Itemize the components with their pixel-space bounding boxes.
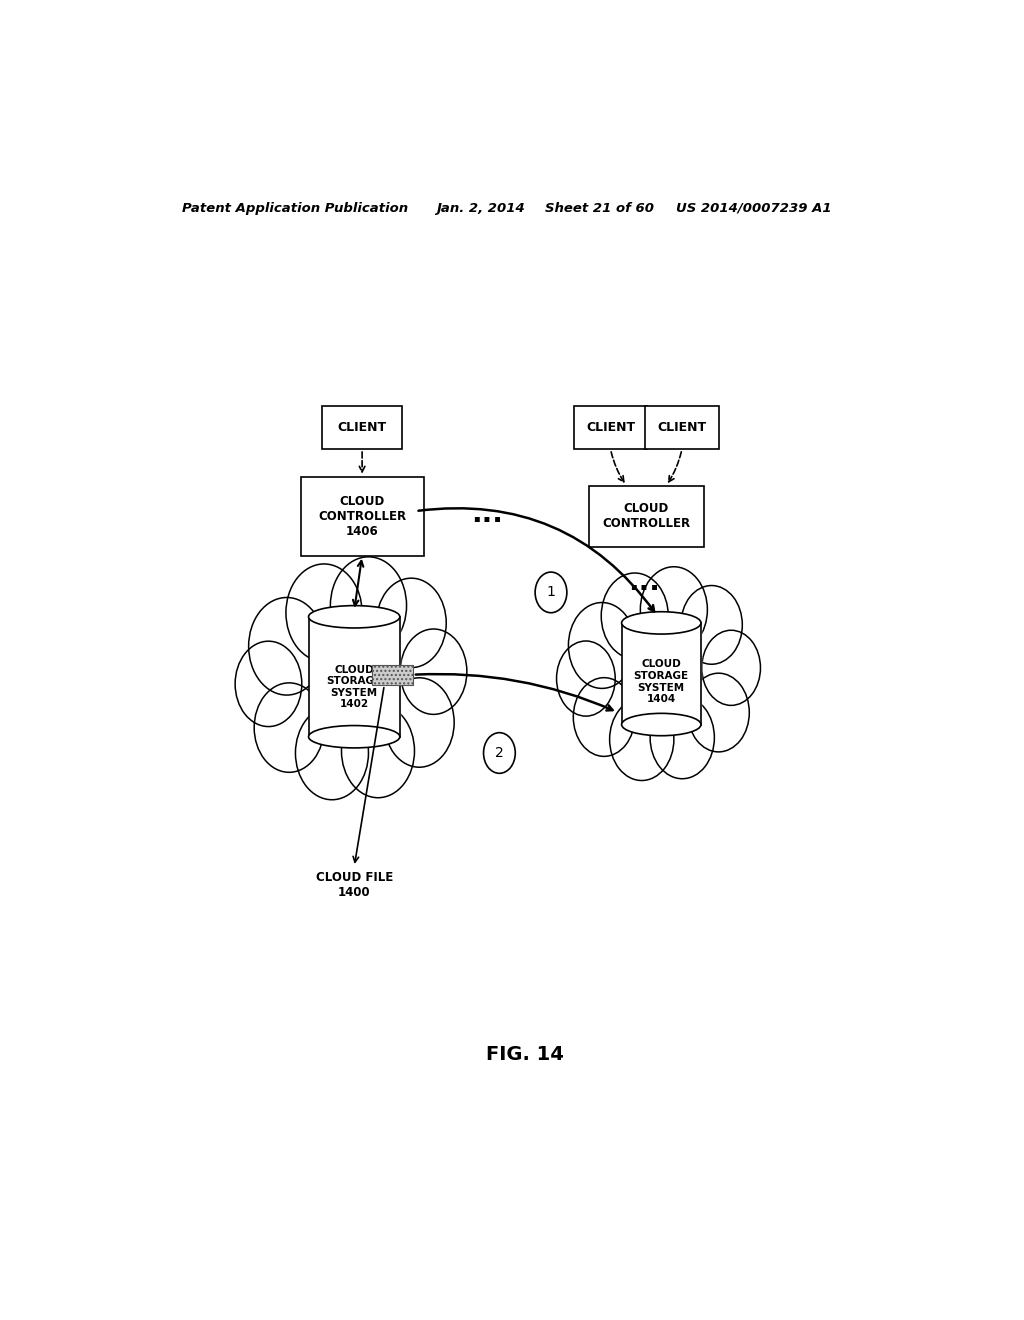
Text: 2: 2 <box>495 746 504 760</box>
Text: Sheet 21 of 60: Sheet 21 of 60 <box>545 202 653 215</box>
Text: CLOUD
STORAGE
SYSTEM
1404: CLOUD STORAGE SYSTEM 1404 <box>634 660 689 705</box>
Circle shape <box>296 706 369 800</box>
Circle shape <box>341 704 415 797</box>
FancyBboxPatch shape <box>323 407 401 449</box>
Circle shape <box>609 698 674 780</box>
Circle shape <box>249 598 325 696</box>
Ellipse shape <box>308 606 399 628</box>
Text: Jan. 2, 2014: Jan. 2, 2014 <box>436 202 524 215</box>
FancyBboxPatch shape <box>645 407 719 449</box>
Circle shape <box>568 602 636 689</box>
Circle shape <box>400 630 467 714</box>
Circle shape <box>601 573 669 659</box>
Ellipse shape <box>622 611 701 634</box>
Ellipse shape <box>308 726 399 748</box>
Text: FIG. 14: FIG. 14 <box>485 1045 564 1064</box>
Text: ...: ... <box>471 500 503 528</box>
Ellipse shape <box>622 713 701 735</box>
Text: US 2014/0007239 A1: US 2014/0007239 A1 <box>676 202 831 215</box>
Bar <box>308 616 399 737</box>
Circle shape <box>286 564 362 661</box>
Circle shape <box>377 578 446 668</box>
Circle shape <box>331 557 407 655</box>
Text: CLIENT: CLIENT <box>657 421 707 434</box>
Circle shape <box>688 673 750 752</box>
Circle shape <box>536 572 567 612</box>
FancyBboxPatch shape <box>372 664 413 685</box>
Text: CLOUD
CONTROLLER
1406: CLOUD CONTROLLER 1406 <box>318 495 407 537</box>
Circle shape <box>681 586 742 664</box>
Text: Patent Application Publication: Patent Application Publication <box>182 202 409 215</box>
Text: CLOUD FILE
1400: CLOUD FILE 1400 <box>315 871 393 899</box>
Circle shape <box>384 677 455 767</box>
Circle shape <box>650 697 715 779</box>
Circle shape <box>254 682 324 772</box>
Text: CLOUD
STORAGE
SYSTEM
1402: CLOUD STORAGE SYSTEM 1402 <box>327 664 382 709</box>
Bar <box>308 616 399 737</box>
Bar <box>622 623 701 725</box>
Text: CLOUD
CONTROLLER: CLOUD CONTROLLER <box>602 502 690 531</box>
Circle shape <box>236 642 302 726</box>
Circle shape <box>640 566 708 652</box>
Text: 1: 1 <box>547 585 555 599</box>
Bar <box>622 623 701 725</box>
Text: ...: ... <box>628 568 659 597</box>
Circle shape <box>701 630 761 705</box>
Circle shape <box>483 733 515 774</box>
Circle shape <box>573 677 635 756</box>
FancyBboxPatch shape <box>589 486 703 546</box>
Circle shape <box>557 642 615 717</box>
FancyBboxPatch shape <box>573 407 647 449</box>
Text: CLIENT: CLIENT <box>586 421 635 434</box>
Text: CLIENT: CLIENT <box>338 421 387 434</box>
FancyBboxPatch shape <box>301 477 424 556</box>
